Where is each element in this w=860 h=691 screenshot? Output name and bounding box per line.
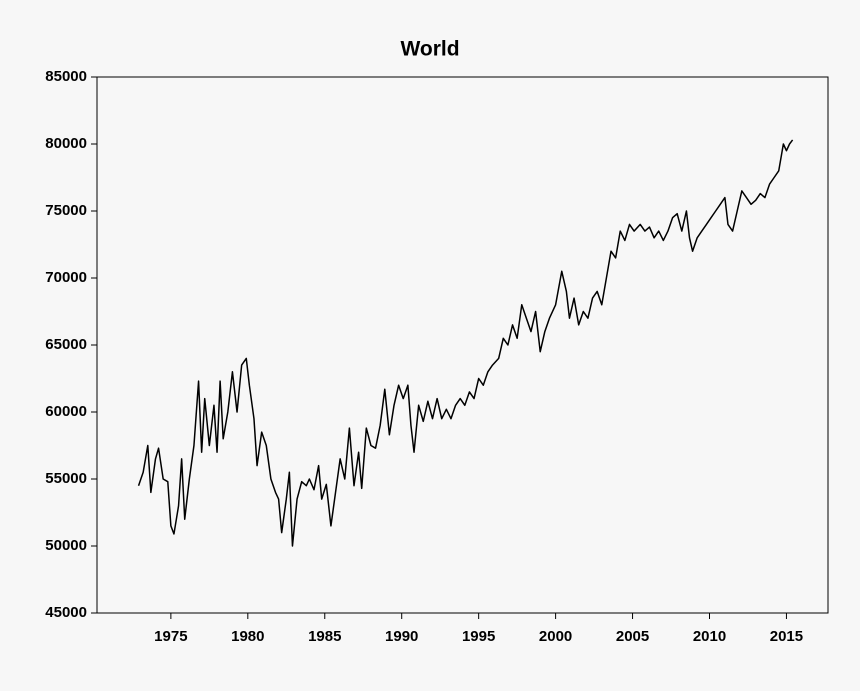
y-tick-label: 55000 [45, 470, 87, 487]
x-tick-label: 1975 [154, 628, 187, 645]
data-line [137, 139, 794, 547]
y-tick-label: 80000 [45, 135, 87, 152]
y-tick-label: 75000 [45, 202, 87, 219]
y-tick-label: 60000 [45, 403, 87, 420]
y-tick-label: 85000 [45, 68, 87, 85]
x-tick-label: 1980 [231, 628, 264, 645]
y-tick-label: 45000 [45, 604, 87, 621]
x-tick-label: 1995 [462, 628, 495, 645]
x-tick-label: 2000 [539, 628, 572, 645]
x-tick-label: 2010 [693, 628, 726, 645]
chart-title: World [400, 38, 459, 61]
x-tick-label: 2015 [770, 628, 803, 645]
y-tick-label: 70000 [45, 269, 87, 286]
y-tick-label: 65000 [45, 336, 87, 353]
plot-frame [96, 76, 829, 614]
x-tick-label: 1990 [385, 628, 418, 645]
x-tick-label: 1985 [308, 628, 341, 645]
x-tick-label: 2005 [616, 628, 649, 645]
y-tick-label: 50000 [45, 537, 87, 554]
